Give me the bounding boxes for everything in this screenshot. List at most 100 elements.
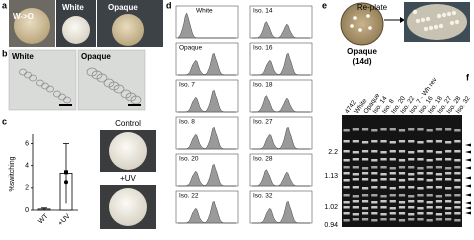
gel-band	[426, 194, 433, 197]
label: Opaque	[81, 52, 111, 61]
gel-band	[417, 150, 424, 153]
gel-band	[389, 200, 396, 203]
label: Iso. 8	[179, 119, 195, 126]
gel-band	[408, 206, 415, 209]
gel-band	[435, 128, 443, 131]
gel-band	[343, 179, 350, 182]
gel-band	[417, 207, 424, 210]
label: WT	[37, 212, 50, 225]
plate	[340, 2, 384, 46]
colony	[14, 8, 50, 44]
label: 6	[25, 140, 29, 147]
gel-band	[352, 206, 359, 209]
label: c	[2, 116, 7, 126]
gel-band	[445, 187, 452, 190]
band-arrow	[465, 211, 471, 215]
histogram	[178, 89, 236, 113]
gel-band	[417, 141, 424, 144]
gel-band	[445, 178, 452, 181]
gel-band	[408, 166, 415, 169]
gel-band	[426, 186, 433, 189]
colony	[415, 18, 421, 24]
gel-band	[361, 200, 369, 203]
gel-band	[380, 173, 387, 176]
gel-band	[371, 179, 378, 182]
colony	[62, 16, 90, 44]
label: Iso. 16	[253, 45, 273, 52]
gel-band	[435, 195, 443, 198]
histogram-frame	[175, 79, 239, 113]
gel-band	[426, 150, 433, 153]
histogram	[251, 21, 310, 39]
gel-band	[435, 158, 443, 161]
gel-band	[408, 128, 415, 131]
gel-band	[417, 158, 424, 161]
gel-band	[343, 172, 350, 175]
gel-band	[398, 219, 406, 222]
gel-band	[417, 212, 424, 215]
gel-band	[417, 194, 424, 197]
label: Opaque	[179, 45, 203, 52]
histogram	[177, 52, 236, 76]
gel-band	[343, 201, 350, 204]
colony	[368, 26, 372, 30]
gel-band	[371, 159, 378, 162]
gel-band	[408, 158, 415, 161]
gel-band	[352, 140, 359, 143]
gel-band	[408, 140, 415, 143]
label: Re-plate	[357, 3, 388, 12]
gel-band	[380, 178, 387, 181]
gel-band	[408, 186, 415, 189]
gel-band	[426, 129, 433, 132]
label: 1.02	[324, 204, 338, 211]
gel-band	[371, 219, 378, 222]
label: Iso. 32	[253, 193, 273, 200]
gel-band	[454, 186, 461, 189]
gel-band	[343, 129, 350, 132]
gel-band	[389, 207, 396, 210]
gel-band	[380, 213, 387, 216]
gel-band	[435, 186, 443, 189]
histogram	[178, 200, 236, 224]
gel-band	[445, 218, 452, 221]
gel-band	[408, 195, 415, 198]
gel-band	[361, 128, 369, 131]
label: Iso. 27	[253, 119, 273, 126]
gel-band	[435, 213, 443, 216]
gel-band	[426, 140, 433, 143]
label: Iso. 18	[253, 82, 273, 89]
colony	[441, 12, 447, 18]
gel-band	[361, 141, 369, 144]
gel-band	[454, 212, 461, 215]
gel-band	[380, 151, 387, 154]
band-arrow	[465, 184, 471, 188]
label: d	[166, 0, 172, 10]
gel-band	[343, 186, 350, 189]
gel-band	[398, 129, 406, 132]
gel-band	[343, 159, 350, 162]
gel-band	[380, 218, 387, 221]
gel-band	[389, 178, 396, 181]
dot	[64, 170, 68, 175]
gel-band	[389, 150, 396, 153]
histogram	[252, 200, 310, 224]
label: b	[2, 48, 8, 58]
histogram-frame	[175, 116, 239, 150]
colony	[366, 14, 370, 18]
gel-band	[352, 158, 359, 161]
gel-band	[352, 195, 359, 198]
label: +UV	[120, 174, 136, 183]
histogram-frame	[175, 190, 239, 224]
gel-band	[445, 150, 452, 153]
gel-band	[398, 179, 406, 182]
cell	[113, 84, 125, 94]
gel-band	[454, 129, 461, 132]
gel-band	[435, 200, 443, 203]
gel-band	[361, 172, 369, 175]
gel-band	[343, 150, 350, 153]
gel-band	[361, 150, 369, 153]
gel-band	[371, 206, 378, 209]
gel-band	[389, 158, 396, 161]
gel-band	[426, 212, 433, 215]
histogram-frame	[249, 190, 313, 224]
